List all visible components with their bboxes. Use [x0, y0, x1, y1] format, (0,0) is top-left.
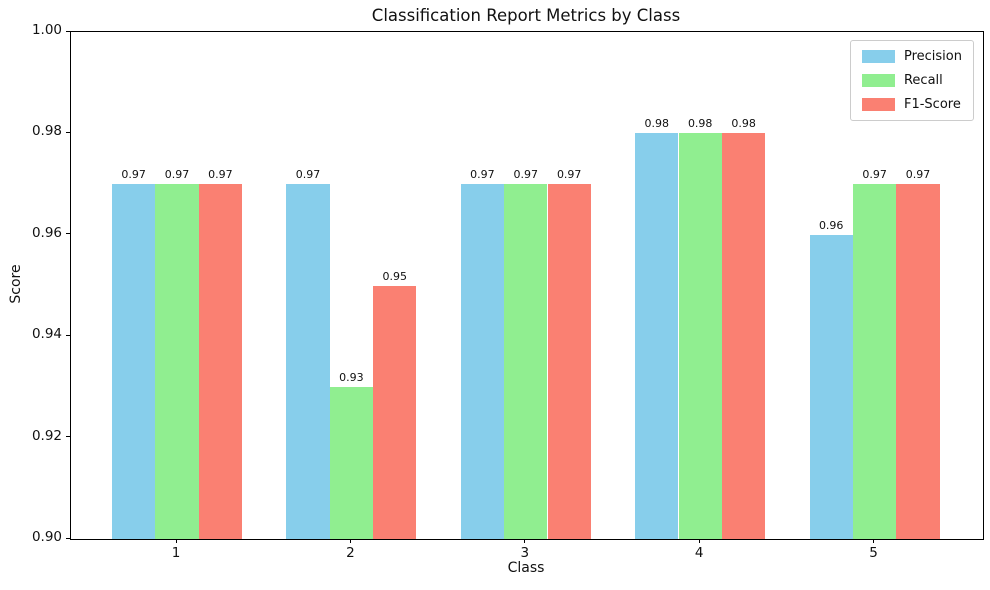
bar-value-label: 0.97 [905, 168, 931, 182]
bar-value-label: 0.98 [731, 117, 756, 131]
bar-precision-class-5 [809, 234, 853, 539]
x-tick-mark [873, 539, 875, 543]
bar-f1-score-class-5 [896, 184, 940, 539]
legend: Precision Recall F1-Score [849, 40, 974, 121]
x-tick-label: 5 [869, 545, 878, 561]
bar-precision-class-3 [460, 184, 505, 539]
y-tick-label: 0.94 [31, 326, 62, 343]
legend-swatch-icon [861, 50, 895, 63]
plot-area: 0.97 0.97 0.97 0.98 0.96 0.97 0.93 0.97 0.98 0.97… [70, 31, 984, 540]
bar-value-label: 0.97 [556, 168, 582, 182]
x-tick-label: 1 [171, 545, 181, 561]
x-tick-mark [349, 539, 351, 543]
bar-precision-class-1 [111, 184, 156, 539]
bar-f1-score-class-4 [721, 133, 766, 539]
bar-recall-class-1 [155, 184, 199, 539]
bar-f1-score-class-1 [198, 184, 243, 539]
bar-f1-score-class-2 [373, 285, 417, 539]
bar-recall-class-2 [329, 386, 374, 539]
legend-item-precision: Precision [861, 49, 962, 64]
bar-value-label: 0.97 [513, 168, 539, 182]
y-tick-mark [66, 233, 70, 235]
bar-value-label: 0.96 [818, 218, 844, 232]
bar-f1-score-class-3 [547, 184, 591, 539]
y-tick-label: 0.98 [31, 123, 62, 140]
legend-label: Precision [903, 49, 962, 64]
legend-item-f1-score: F1-Score [861, 97, 962, 112]
y-axis-label: Score [8, 264, 24, 304]
bar-value-label: 0.98 [644, 117, 670, 131]
bar-value-label: 0.97 [121, 168, 146, 182]
bar-precision-class-4 [635, 133, 679, 539]
bar-value-label: 0.95 [382, 269, 408, 283]
legend-label: F1-Score [903, 97, 961, 112]
bar-recall-class-5 [852, 184, 897, 539]
y-tick-label: 0.90 [31, 529, 62, 545]
bar-value-label: 0.97 [470, 168, 495, 182]
legend-swatch-icon [861, 74, 895, 87]
bar-precision-class-2 [286, 184, 330, 539]
bar-value-label: 0.97 [295, 168, 321, 182]
bar-recall-class-3 [504, 184, 548, 539]
bar-value-label: 0.98 [687, 117, 713, 131]
y-tick-label: 0.92 [31, 427, 62, 444]
x-tick-label: 3 [520, 545, 530, 561]
x-axis-label: Class [507, 560, 545, 576]
y-tick-mark [66, 30, 70, 32]
y-tick-mark [66, 537, 70, 539]
y-tick-mark [66, 131, 70, 133]
bar-recall-class-4 [678, 133, 722, 539]
y-tick-mark [66, 436, 70, 438]
bar-value-label: 0.97 [208, 168, 233, 182]
x-tick-mark [175, 539, 177, 543]
y-tick-mark [66, 334, 70, 336]
legend-item-recall: Recall [861, 73, 962, 88]
legend-swatch-icon [861, 98, 895, 111]
legend-label: Recall [903, 73, 943, 88]
bar-value-label: 0.97 [164, 168, 190, 182]
bar-value-label: 0.97 [862, 168, 887, 182]
x-tick-mark [524, 539, 526, 543]
y-tick-label: 0.96 [31, 224, 62, 241]
chart-title: Classification Report Metrics by Class [371, 6, 681, 25]
x-tick-label: 4 [694, 545, 704, 561]
y-tick-label: 1.00 [31, 22, 62, 38]
bar-value-label: 0.93 [339, 370, 364, 384]
x-tick-mark [698, 539, 700, 543]
x-tick-label: 2 [346, 545, 355, 561]
